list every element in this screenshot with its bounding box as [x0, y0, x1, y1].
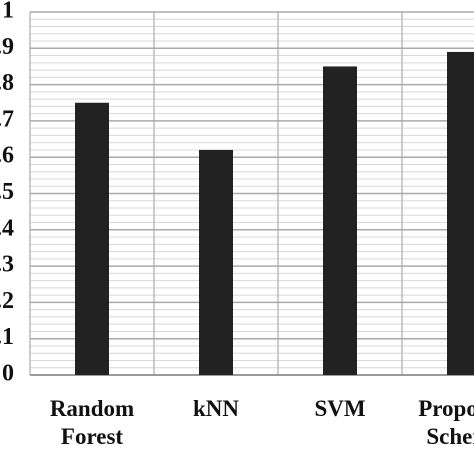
bar [323, 66, 357, 375]
bar [447, 51, 474, 376]
y-tick-label: 0.1 [0, 324, 14, 350]
y-tick-label: 0.4 [0, 215, 14, 241]
y-tick-label: 1 [2, 0, 14, 24]
x-tick-label: Random Forest [49, 396, 135, 449]
y-tick-label: 0.5 [0, 179, 14, 205]
bar [199, 149, 233, 375]
bar [75, 102, 109, 375]
x-tick-label: SVM [314, 396, 366, 421]
y-tick-label: 0.2 [0, 288, 14, 314]
y-tick-label: 0.3 [0, 252, 14, 278]
y-tick-label: 0 [2, 361, 14, 387]
y-tick-label: 0.9 [0, 34, 14, 60]
y-tick-label: 0.8 [0, 70, 14, 96]
y-tick-label: 0.7 [0, 106, 14, 132]
x-tick-label: kNN [192, 396, 239, 421]
y-tick-label: 0.6 [0, 143, 14, 169]
x-tick-label: Proposed Scheme [418, 396, 474, 449]
